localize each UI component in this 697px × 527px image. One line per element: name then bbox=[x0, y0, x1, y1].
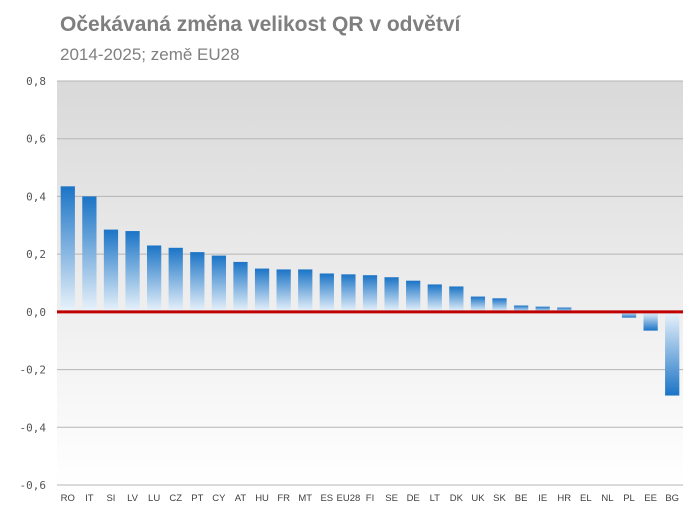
bar-lu bbox=[147, 245, 162, 312]
bar-pt bbox=[190, 252, 205, 312]
bar-ie bbox=[535, 306, 550, 312]
x-tick-label: ES bbox=[320, 493, 333, 504]
x-axis: RO IT SI LV LU CZ PT CY AT HU FR MT ES EU28 FI SE DE LT DK… bbox=[61, 493, 679, 504]
bar-mt bbox=[298, 269, 313, 312]
x-tick-label: IE bbox=[538, 493, 547, 504]
x-tick-label: BE bbox=[515, 493, 528, 504]
x-tick-label: FI bbox=[366, 493, 374, 504]
bar-es bbox=[319, 273, 334, 312]
bar-ee bbox=[643, 311, 658, 331]
y-axis: 0,8 0,6 0,4 0,2 0,0 -0,2 -0,4 -0,6 bbox=[20, 75, 47, 492]
bar-fr bbox=[276, 269, 291, 312]
bar-fi bbox=[362, 275, 378, 312]
x-tick-label: SE bbox=[385, 493, 398, 504]
x-tick-label: HR bbox=[557, 493, 571, 504]
y-tick-label: -0,2 bbox=[20, 364, 47, 377]
x-tick-label: PT bbox=[191, 493, 203, 504]
bar-be bbox=[513, 305, 529, 312]
bar-it bbox=[82, 196, 97, 312]
bar-lt bbox=[427, 284, 442, 312]
x-tick-label: SK bbox=[493, 493, 506, 504]
bars bbox=[60, 186, 680, 396]
bar-cy bbox=[211, 255, 227, 312]
y-tick-label: 0,2 bbox=[26, 248, 46, 261]
x-tick-label: AT bbox=[235, 493, 247, 504]
y-tick-label: -0,6 bbox=[20, 479, 47, 492]
bar-eu28 bbox=[341, 274, 356, 312]
x-tick-label: EL bbox=[580, 493, 592, 504]
x-tick-label: LU bbox=[148, 493, 160, 504]
y-tick-label: 0,6 bbox=[26, 133, 46, 146]
bar-bg bbox=[665, 311, 680, 396]
bar-si bbox=[103, 229, 119, 312]
x-tick-label: FR bbox=[277, 493, 290, 504]
x-tick-label: CZ bbox=[169, 493, 182, 504]
y-tick-label: -0,4 bbox=[20, 421, 47, 434]
x-tick-label: MT bbox=[298, 493, 312, 504]
bar-dk bbox=[449, 286, 464, 312]
x-tick-label: DE bbox=[407, 493, 420, 504]
x-tick-label: UK bbox=[471, 493, 485, 504]
y-tick-label: 0,8 bbox=[26, 75, 46, 88]
x-tick-label: DK bbox=[450, 493, 464, 504]
bar-hu bbox=[254, 268, 270, 312]
x-tick-label: LV bbox=[127, 493, 139, 504]
y-tick-label: 0,4 bbox=[26, 190, 46, 203]
x-tick-label: RO bbox=[61, 493, 75, 504]
x-tick-label: EE bbox=[644, 493, 657, 504]
bar-sk bbox=[492, 298, 507, 312]
bar-ro bbox=[60, 186, 75, 312]
x-tick-label: LT bbox=[430, 493, 441, 504]
bar-at bbox=[233, 261, 248, 312]
chart-subtitle: 2014-2025; země EU28 bbox=[60, 45, 240, 64]
x-tick-label: HU bbox=[255, 493, 269, 504]
bar-lv bbox=[125, 231, 140, 312]
x-tick-label: CY bbox=[212, 493, 226, 504]
chart-title: Očekávaná změna velikost QR v odvětví bbox=[60, 13, 461, 36]
bar-se bbox=[384, 277, 399, 312]
x-tick-label: BG bbox=[665, 493, 679, 504]
x-tick-label: NL bbox=[601, 493, 613, 504]
bar-hr bbox=[557, 307, 572, 312]
y-tick-label: 0,0 bbox=[26, 306, 46, 319]
x-tick-label: SI bbox=[106, 493, 115, 504]
bar-de bbox=[406, 280, 421, 312]
x-tick-label: EU28 bbox=[337, 493, 361, 504]
bar-uk bbox=[470, 296, 486, 312]
bar-pl bbox=[621, 311, 637, 318]
x-tick-label: IT bbox=[85, 493, 94, 504]
bar-cz bbox=[168, 247, 183, 312]
x-tick-label: PL bbox=[623, 493, 635, 504]
